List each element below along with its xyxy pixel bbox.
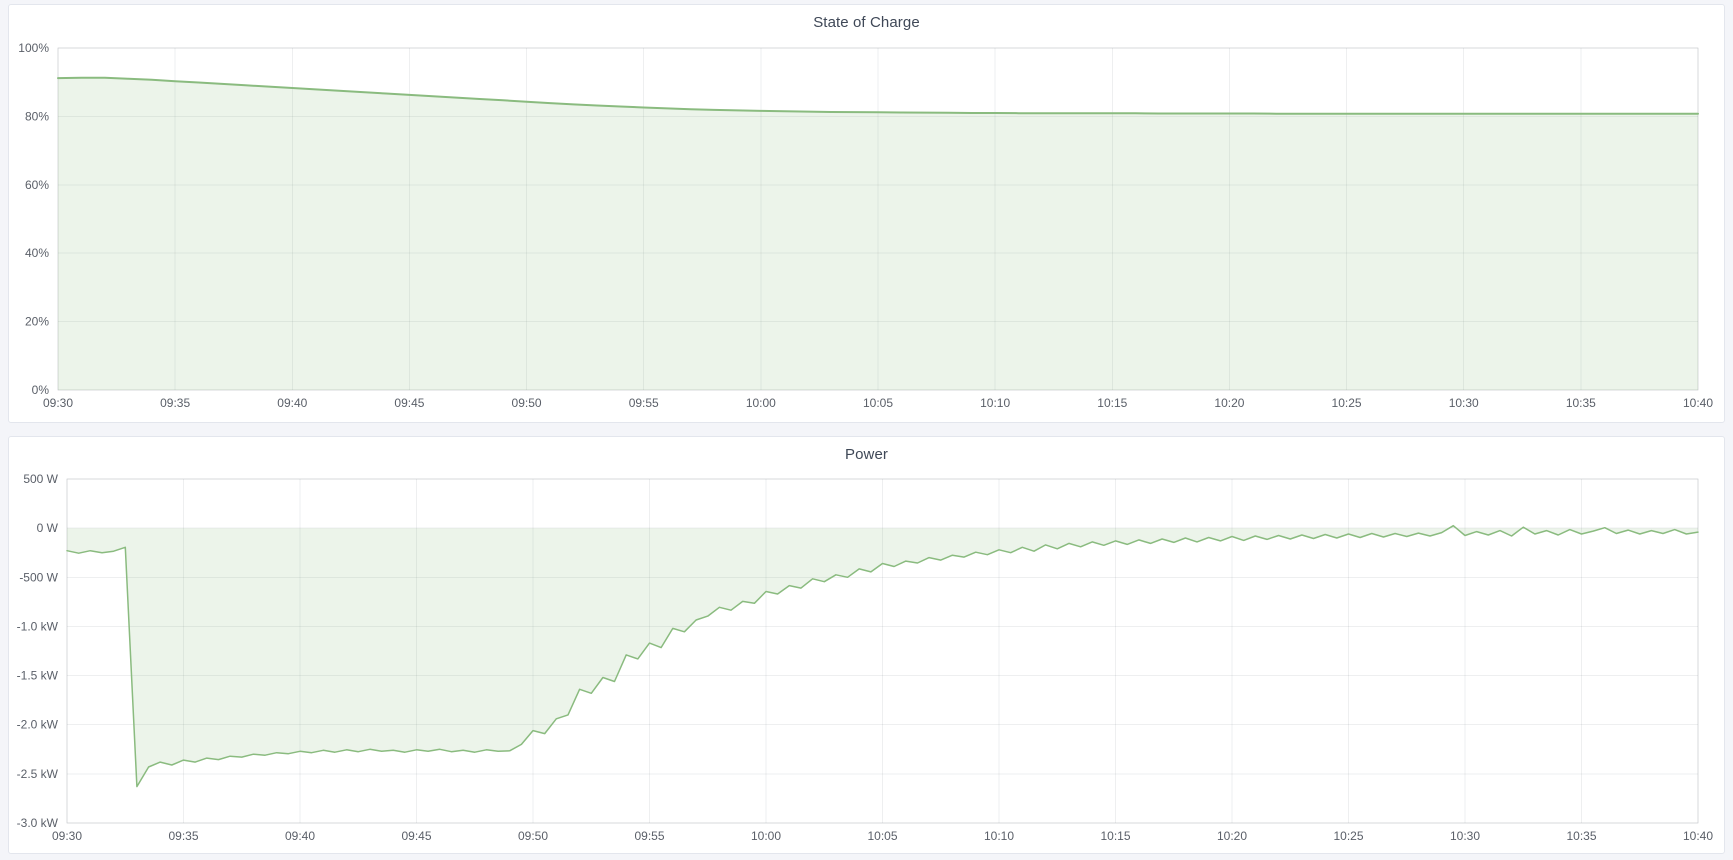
x-tick-label: 09:55 bbox=[629, 396, 659, 410]
state-of-charge-chart[interactable]: 100%80%60%40%20%0%09:30 09:35 09:40 09:45 09… bbox=[9, 5, 1724, 422]
x-tick-label: 09:50 bbox=[518, 829, 548, 843]
x-tick-label: 10:05 bbox=[863, 396, 893, 410]
x-tick-label: 10:00 bbox=[746, 396, 776, 410]
panel-power: Power 500 W 0 W -500 W -1.0 kW -1.5 kW -2.0 k… bbox=[8, 436, 1725, 854]
x-tick-label: 09:35 bbox=[168, 829, 198, 843]
plot-frame bbox=[66, 478, 1699, 824]
panel-state-of-charge: State of Charge 100% 80% 60% 40% 20% 0% 09:30 0… bbox=[8, 4, 1725, 423]
x-axis-labels: 09:30 09:35 09:40 09:45 09:50 09:55 10:00 10:05… bbox=[43, 396, 1713, 410]
y-tick-label: 0 W bbox=[37, 521, 59, 535]
y-tick-label: 40% bbox=[25, 246, 49, 260]
power-chart[interactable]: 500 W 0 W -500 W -1.0 kW -1.5 kW -2.0 kW -2.5 … bbox=[9, 437, 1724, 853]
y-axis-labels: 100% 80% 60% 40% 20% 0% bbox=[18, 41, 49, 397]
grid-lines bbox=[57, 47, 1699, 391]
x-axis-labels: 09:30 09:35 09:40 09:45 09:50 09:55 10:00 10:05… bbox=[52, 829, 1713, 843]
x-tick-label: 10:35 bbox=[1566, 829, 1596, 843]
y-tick-label: 80% bbox=[25, 109, 49, 123]
series-line bbox=[66, 524, 1699, 788]
x-tick-label: 10:25 bbox=[1333, 829, 1363, 843]
x-tick-label: 10:00 bbox=[751, 829, 781, 843]
x-tick-label: 09:40 bbox=[277, 396, 307, 410]
y-tick-label: 100% bbox=[18, 41, 49, 55]
x-tick-label: 09:45 bbox=[394, 396, 424, 410]
y-tick-label: 0% bbox=[32, 383, 50, 397]
y-axis-labels: 500 W 0 W -500 W -1.0 kW -1.5 kW -2.0 kW -2.5 … bbox=[17, 472, 59, 830]
x-tick-label: 10:30 bbox=[1449, 396, 1479, 410]
series-area bbox=[58, 77, 1698, 391]
x-tick-label: 10:40 bbox=[1683, 829, 1713, 843]
y-tick-label: -1.0 kW bbox=[17, 619, 59, 633]
x-tick-label: 10:15 bbox=[1097, 396, 1127, 410]
y-tick-label: -3.0 kW bbox=[17, 816, 59, 830]
x-tick-label: 09:30 bbox=[52, 829, 82, 843]
y-tick-label: -500 W bbox=[19, 570, 58, 584]
y-tick-label: -2.0 kW bbox=[17, 718, 59, 732]
x-tick-label: 09:45 bbox=[401, 829, 431, 843]
x-tick-label: 10:20 bbox=[1217, 829, 1247, 843]
x-tick-label: 09:35 bbox=[160, 396, 190, 410]
x-tick-label: 10:40 bbox=[1683, 396, 1713, 410]
series-line bbox=[57, 76, 1699, 115]
y-tick-label: 20% bbox=[25, 315, 49, 329]
plot-frame bbox=[57, 47, 1699, 391]
panel-title-power: Power bbox=[844, 446, 889, 463]
x-tick-label: 10:30 bbox=[1450, 829, 1480, 843]
y-tick-label: 500 W bbox=[23, 472, 58, 486]
x-tick-label: 10:05 bbox=[867, 829, 897, 843]
x-tick-label: 09:30 bbox=[43, 396, 73, 410]
y-tick-label: -2.5 kW bbox=[17, 767, 59, 781]
x-tick-label: 10:20 bbox=[1214, 396, 1244, 410]
x-tick-label: 09:50 bbox=[512, 396, 542, 410]
x-tick-label: 10:25 bbox=[1332, 396, 1362, 410]
x-tick-label: 09:40 bbox=[285, 829, 315, 843]
x-tick-label: 10:10 bbox=[980, 396, 1010, 410]
panel-title-state-of-charge: State of Charge bbox=[813, 14, 920, 31]
series-area bbox=[67, 525, 1698, 787]
x-tick-label: 10:15 bbox=[1100, 829, 1130, 843]
y-tick-label: 60% bbox=[25, 178, 49, 192]
x-tick-label: 10:10 bbox=[984, 829, 1014, 843]
x-tick-label: 10:35 bbox=[1566, 396, 1596, 410]
y-tick-label: -1.5 kW bbox=[17, 669, 59, 683]
x-tick-label: 09:55 bbox=[634, 829, 664, 843]
grid-lines bbox=[66, 478, 1699, 824]
